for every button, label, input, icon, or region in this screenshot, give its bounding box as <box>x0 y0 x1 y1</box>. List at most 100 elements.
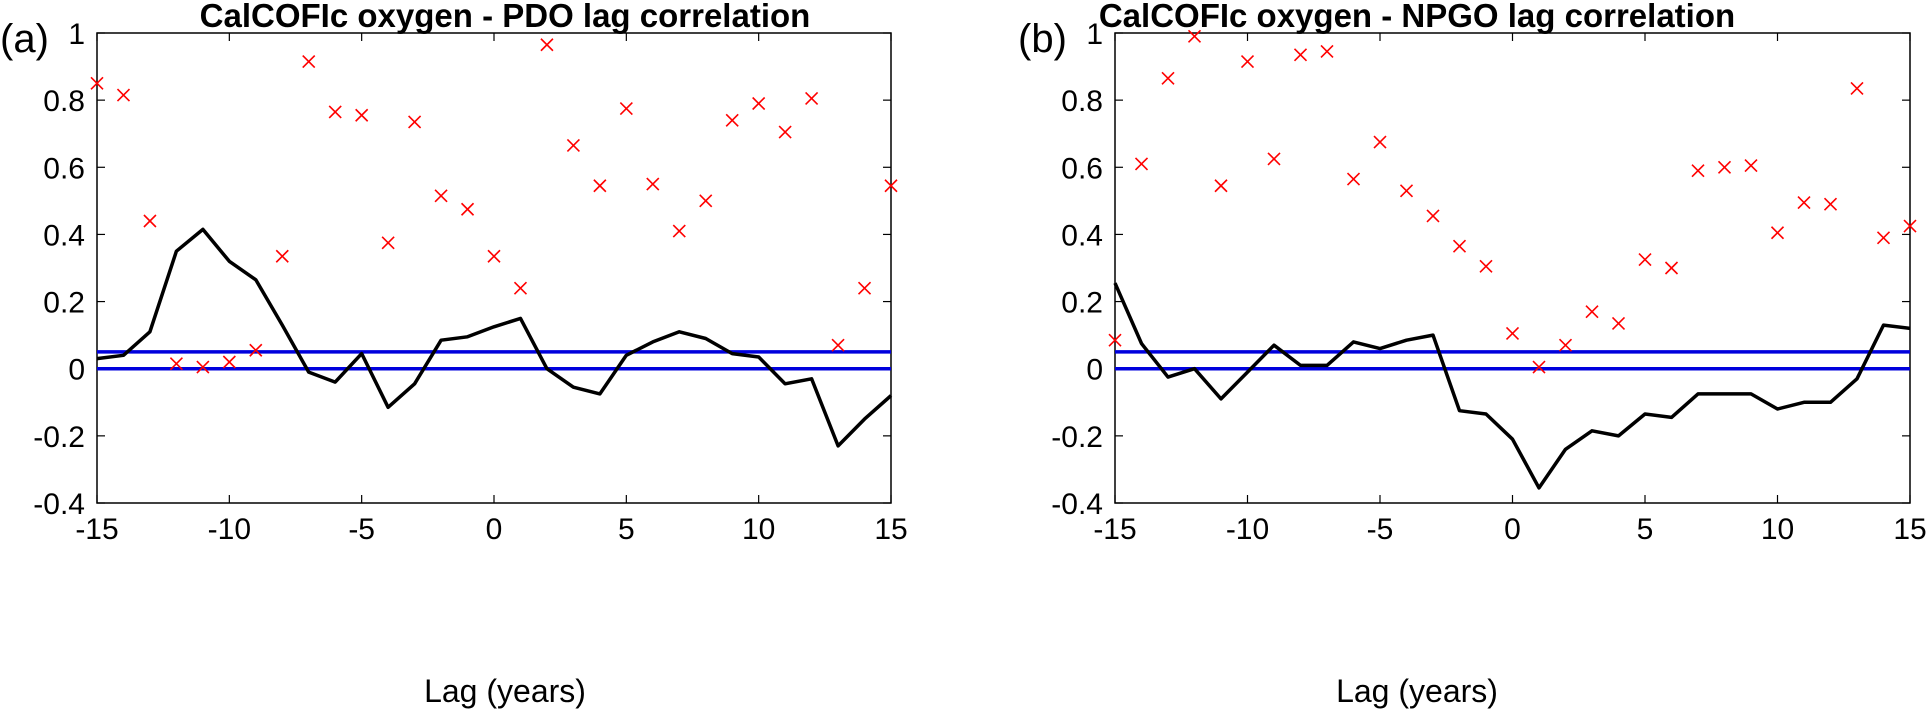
pvalue-marker <box>1532 360 1546 374</box>
pvalue-marker <box>805 91 819 106</box>
pvalue-marker <box>355 108 369 122</box>
pvalue-marker <box>699 194 713 208</box>
pvalue-marker <box>487 249 501 263</box>
pvalue-marker <box>169 357 183 371</box>
x-axis-label: Lag (years) <box>1336 673 1498 709</box>
y-tick-label: -0.4 <box>33 488 85 521</box>
x-tick-label: -15 <box>75 513 118 546</box>
pvalue-marker <box>381 236 395 250</box>
pvalue-marker <box>302 54 316 69</box>
y-tick-label: 0.4 <box>43 219 85 252</box>
pvalue-marker <box>1214 179 1228 193</box>
pvalue-marker <box>1267 152 1281 166</box>
x-tick-label: -10 <box>1226 513 1269 546</box>
pvalue-marker <box>540 38 554 52</box>
pvalue-marker <box>1426 209 1440 223</box>
pvalue-marker <box>460 202 475 216</box>
pvalue-marker <box>1611 316 1626 330</box>
pvalue-marker <box>593 179 607 193</box>
pvalue-marker <box>222 355 236 369</box>
y-tick-label: 1 <box>1086 18 1103 51</box>
correlation-line <box>96 227 893 448</box>
chart-title: CalCOFIc oxygen - NPGO lag correlation <box>1099 0 1735 34</box>
pvalue-marker <box>1876 231 1891 245</box>
pvalue-marker <box>646 177 660 191</box>
y-tick-label: 1 <box>68 18 85 51</box>
pvalue-marker <box>1585 305 1599 319</box>
pvalue-marker <box>566 138 580 153</box>
pvalue-marker <box>1187 29 1202 43</box>
pvalue-marker <box>1399 184 1414 198</box>
pvalue-marker <box>725 113 739 127</box>
pvalue-marker <box>857 281 872 295</box>
y-tick-label: 0 <box>68 354 85 387</box>
x-tick-label: -5 <box>1367 513 1394 546</box>
pvalue-marker <box>513 281 528 295</box>
y-tick-label: 0.2 <box>43 287 85 320</box>
x-tick-label: 0 <box>486 513 503 546</box>
x-tick-label: 15 <box>1893 513 1926 546</box>
y-tick-label: 0.6 <box>1061 152 1103 185</box>
pvalue-marker <box>1293 48 1308 62</box>
pvalue-marker <box>143 214 157 228</box>
x-tick-label: 5 <box>1637 513 1654 546</box>
correlation-line <box>1113 282 1911 490</box>
pvalue-marker <box>1373 135 1387 149</box>
pvalue-marker <box>1664 261 1679 275</box>
pvalue-marker <box>752 96 766 111</box>
pvalue-marker <box>1797 195 1811 210</box>
y-tick-label: 0.2 <box>1061 287 1103 320</box>
x-tick-label: 15 <box>874 513 907 546</box>
y-tick-label: 0.8 <box>1061 85 1103 118</box>
pvalue-marker <box>1505 326 1520 341</box>
x-tick-label: 5 <box>618 513 635 546</box>
plot-area <box>1114 32 1911 504</box>
pvalue-marker <box>1744 159 1758 173</box>
pvalue-marker <box>1479 259 1493 273</box>
pvalue-marker <box>1134 157 1149 171</box>
pvalue-marker <box>90 76 104 90</box>
x-tick-label: 10 <box>742 513 775 546</box>
plot-area <box>96 32 892 504</box>
x-tick-label: -5 <box>348 513 375 546</box>
pvalue-marker <box>275 249 289 263</box>
y-tick-label: 0.6 <box>43 152 85 185</box>
pvalue-marker <box>1850 81 1864 95</box>
x-axis-label: Lag (years) <box>424 673 586 709</box>
pvalue-marker <box>116 88 131 102</box>
pvalue-marker <box>434 189 448 203</box>
pvalue-marker <box>1903 219 1917 233</box>
pvalue-marker <box>1240 54 1255 69</box>
y-tick-label: -0.2 <box>1051 421 1103 454</box>
pvalue-marker <box>1346 172 1361 186</box>
pvalue-marker <box>1558 338 1573 352</box>
pvalue-marker <box>196 360 210 374</box>
chart-title: CalCOFIc oxygen - PDO lag correlation <box>200 0 811 34</box>
pvalue-marker <box>1320 44 1334 59</box>
y-tick-label: -0.4 <box>1051 488 1103 521</box>
pvalue-marker <box>831 338 845 352</box>
y-tick-label: 0.4 <box>1061 219 1103 252</box>
panel-b-npgo: (b) CalCOFIc oxygen - NPGO lag correlati… <box>1018 0 1927 709</box>
pvalue-marker <box>1108 333 1122 347</box>
panel-a-pdo: (a) CalCOFIc oxygen - PDO lag correlatio… <box>0 0 908 709</box>
panel-label: (b) <box>1018 17 1067 61</box>
pvalue-marker <box>672 224 686 238</box>
pvalue-marker <box>249 343 263 357</box>
pvalue-marker <box>619 101 633 116</box>
y-tick-label: 0.8 <box>43 85 85 118</box>
pvalue-marker <box>1691 164 1705 178</box>
pvalue-marker <box>1452 239 1467 253</box>
pvalue-marker <box>1823 197 1838 211</box>
panel-label: (a) <box>0 17 49 61</box>
pvalue-marker <box>884 179 898 193</box>
x-tick-label: 10 <box>1761 513 1794 546</box>
y-tick-label: -0.2 <box>33 421 85 454</box>
x-tick-label: -15 <box>1093 513 1136 546</box>
pvalue-marker <box>408 115 422 129</box>
pvalue-marker <box>328 105 342 119</box>
y-tick-label: 0 <box>1086 354 1103 387</box>
pvalue-marker <box>1770 226 1785 240</box>
pvalue-marker <box>1638 253 1652 267</box>
